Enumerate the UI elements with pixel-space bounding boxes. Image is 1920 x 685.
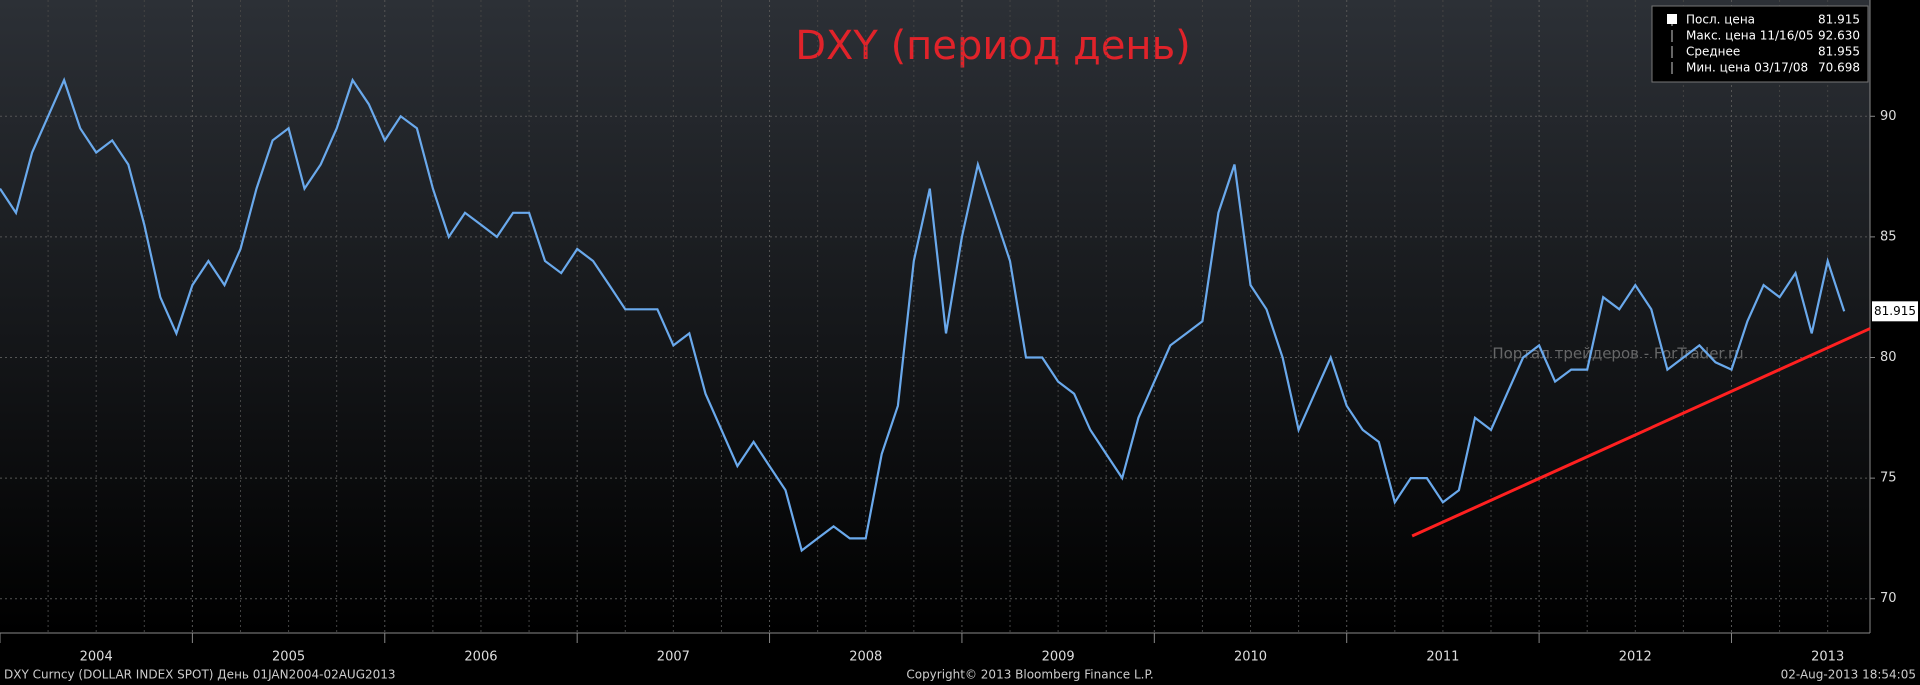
footer-right: 02-Aug-2013 18:54:05 <box>1781 668 1916 682</box>
x-tick-label: 2004 <box>80 650 113 665</box>
footer-center: Copyright© 2013 Bloomberg Finance L.P. <box>906 668 1153 682</box>
x-tick-label: 2011 <box>1426 650 1459 665</box>
x-tick-label: 2006 <box>464 650 497 665</box>
legend-value: 92.630 <box>1818 29 1860 43</box>
trend-line <box>1411 327 1871 538</box>
legend-swatch <box>1667 14 1677 24</box>
x-tick-label: 2012 <box>1619 650 1652 665</box>
legend-label: Макс. цена 11/16/05 <box>1686 29 1814 43</box>
legend-value: 81.915 <box>1818 13 1860 27</box>
last-price-tag <box>1872 301 1918 322</box>
chart-title: DXY (период день) <box>795 23 1191 69</box>
y-tick-label: 85 <box>1880 229 1897 244</box>
legend-label: Мин. цена 03/17/08 <box>1686 61 1808 75</box>
legend: Посл. цена 81.915 Макс. цена 11/16/05 92.63… <box>1651 5 1869 83</box>
x-tick-label: 2007 <box>657 650 690 665</box>
price-line <box>0 77 1846 553</box>
x-tick-label: 2013 <box>1811 650 1844 665</box>
legend-label: Среднее <box>1686 45 1740 59</box>
legend-label: Посл. цена <box>1686 13 1755 27</box>
plot-background <box>0 0 1870 633</box>
last-price-label: 81.915 <box>1874 304 1916 318</box>
x-tick-label: 2008 <box>849 650 882 665</box>
y-tick-label: 80 <box>1880 350 1897 365</box>
footer-left: DXY Curncy (DOLLAR INDEX SPOT) День 01JA… <box>4 668 396 682</box>
legend-value: 81.955 <box>1818 45 1860 59</box>
x-tick-label: 2009 <box>1042 650 1075 665</box>
x-tick-label: 2010 <box>1234 650 1267 665</box>
x-tick-label: 2005 <box>272 650 305 665</box>
legend-box <box>1651 5 1869 83</box>
y-tick-label: 90 <box>1880 109 1897 124</box>
y-tick-label: 75 <box>1880 471 1897 486</box>
legend-value: 70.698 <box>1818 61 1860 75</box>
y-tick-label: 70 <box>1880 591 1897 606</box>
